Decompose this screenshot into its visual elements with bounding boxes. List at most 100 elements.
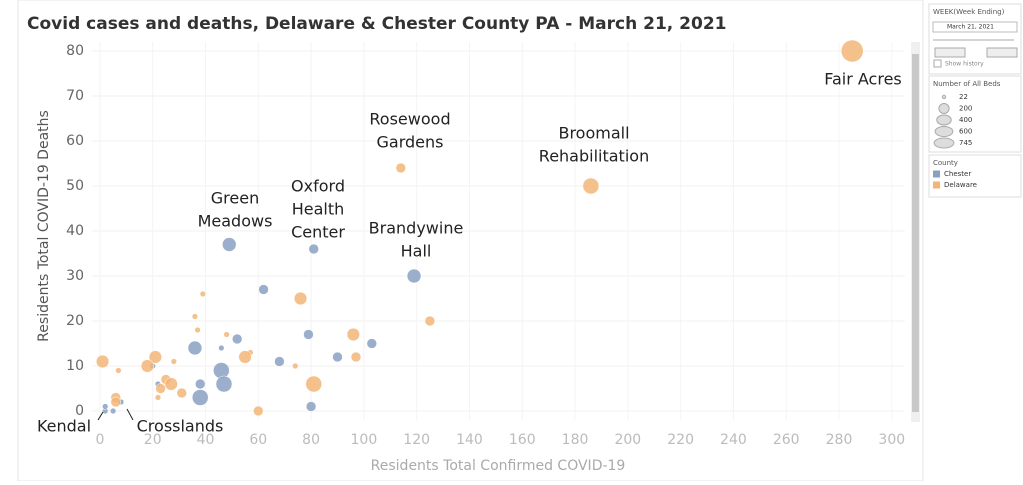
bubble (110, 396, 121, 408)
y-tick-label: 0 (75, 403, 84, 419)
bubble (102, 403, 109, 410)
show-history: Show history (945, 61, 984, 68)
x-tick-label: 200 (614, 432, 641, 448)
legend-label: Delaware (944, 181, 977, 189)
bubble (154, 394, 162, 401)
annotation: Brandywine (369, 219, 464, 238)
bubble (176, 387, 187, 399)
x-tick-label: 160 (509, 432, 536, 448)
bubble (95, 354, 110, 369)
size-legend-title: Number of All Beds (933, 80, 1001, 88)
bubble (223, 331, 230, 338)
leader-line (97, 411, 104, 421)
week-title: WEEK(Week Ending) (933, 8, 1005, 16)
size-legend-mark (934, 126, 954, 137)
bubble (366, 338, 377, 349)
x-axis-label: Residents Total Confirmed COVID-19 (371, 458, 626, 474)
y-tick-label: 40 (66, 223, 84, 239)
bubble (305, 401, 317, 412)
bubble (187, 340, 203, 356)
chart-title: Covid cases and deaths, Delaware & Chest… (27, 14, 726, 34)
y-tick-label: 10 (66, 358, 84, 374)
bubble (155, 383, 166, 394)
bubble (170, 358, 177, 365)
size-legend-label: 200 (959, 105, 972, 113)
bubble (110, 407, 117, 415)
annotation: Gardens (377, 133, 444, 152)
bubble (164, 377, 178, 391)
week-value: March 21, 2021 (947, 24, 994, 31)
color-legend (928, 154, 1022, 198)
x-tick-label: 0 (95, 432, 104, 448)
bubble (424, 315, 436, 327)
annotation: Crosslands (137, 417, 224, 436)
annotation: Fair Acres (824, 70, 902, 89)
bubble (274, 356, 285, 367)
size-legend-label: 400 (959, 116, 972, 124)
size-legend-mark (938, 103, 950, 114)
size-legend-mark (933, 137, 955, 149)
bubble (346, 327, 360, 342)
annotation: Center (291, 223, 345, 242)
bubble (191, 313, 199, 320)
play-controls[interactable] (934, 47, 966, 58)
color-legend-title: County (933, 159, 958, 167)
history-checkbox[interactable] (933, 59, 942, 68)
annotation: Rehabilitation (539, 147, 649, 166)
bubble (231, 333, 243, 345)
y-axis-label: Residents Total COVID-19 Deaths (36, 110, 52, 342)
bubble (140, 359, 155, 373)
y-tick-label: 50 (66, 178, 84, 194)
bubble (292, 362, 299, 370)
legend-label: Chester (944, 170, 971, 178)
x-tick-label: 100 (351, 432, 378, 448)
bubble (222, 237, 237, 252)
x-tick-label: 120 (403, 432, 430, 448)
bubble (115, 367, 122, 374)
bubble (395, 162, 407, 174)
x-tick-label: 300 (878, 432, 905, 448)
x-tick-label: 40 (197, 432, 215, 448)
bubble (215, 375, 233, 393)
bubble (305, 375, 323, 393)
bubble (218, 344, 225, 352)
size-legend-label: 22 (959, 93, 968, 101)
annotation: Kendal (37, 417, 91, 436)
annotation: Oxford (291, 177, 345, 196)
size-legend-mark (941, 94, 947, 100)
bubble (303, 329, 314, 340)
week-filter (928, 3, 1022, 75)
bubble (406, 268, 422, 284)
legend-swatch (933, 181, 940, 189)
speed-controls[interactable] (986, 47, 1018, 58)
annotation: Green (211, 189, 259, 208)
x-tick-label: 280 (826, 432, 853, 448)
annotation: Rosewood (369, 110, 450, 129)
bubble (191, 389, 209, 406)
y-tick-label: 80 (66, 43, 84, 59)
legend-swatch (933, 170, 940, 178)
x-tick-label: 60 (249, 432, 267, 448)
leader-line (126, 408, 134, 421)
size-legend-label: 745 (959, 139, 972, 147)
x-tick-label: 180 (562, 432, 589, 448)
annotation: Health (292, 200, 345, 219)
scroll-thumb[interactable] (912, 54, 919, 412)
y-tick-label: 70 (66, 88, 84, 104)
bubble (582, 177, 600, 195)
bubble (148, 350, 162, 364)
x-tick-label: 20 (144, 432, 162, 448)
week-select[interactable] (932, 21, 1018, 33)
size-legend-mark (936, 114, 952, 126)
chart-frame (17, 0, 924, 482)
bubble (253, 405, 264, 417)
bubble (199, 290, 206, 298)
x-tick-label: 220 (667, 432, 694, 448)
bubble (194, 326, 201, 334)
bubble (332, 351, 343, 363)
annotation: Meadows (198, 212, 273, 231)
size-legend-label: 600 (959, 128, 972, 136)
bubble (195, 378, 206, 390)
y-tick-label: 30 (66, 268, 84, 284)
